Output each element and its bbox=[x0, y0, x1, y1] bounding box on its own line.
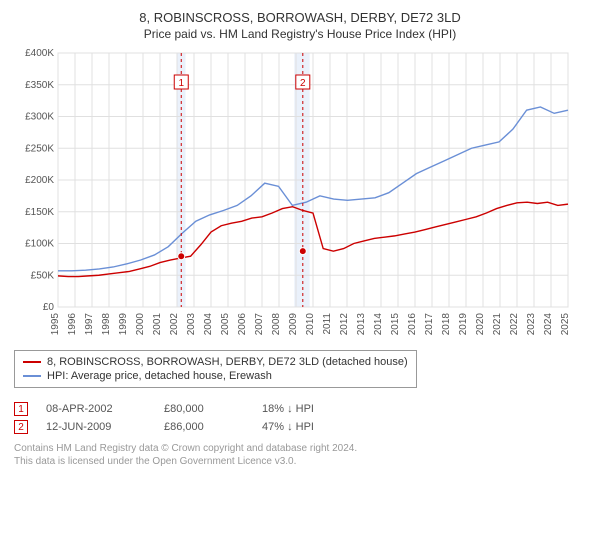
x-tick-label: 1995 bbox=[50, 313, 61, 336]
marker-label: 1 bbox=[178, 78, 184, 89]
chart-title: 8, ROBINSCROSS, BORROWASH, DERBY, DE72 3… bbox=[14, 10, 586, 25]
x-tick-label: 2000 bbox=[135, 313, 146, 336]
x-tick-label: 2021 bbox=[492, 313, 503, 336]
legend-item: 8, ROBINSCROSS, BORROWASH, DERBY, DE72 3… bbox=[23, 355, 408, 369]
chart-svg: £0 £50K £100K £150K £200K £250K £300K £350K £400… bbox=[14, 47, 574, 337]
datapoint-marker-icon: 2 bbox=[14, 420, 28, 434]
footer-attribution: Contains HM Land Registry data © Crown c… bbox=[14, 442, 586, 468]
x-tick-label: 2006 bbox=[237, 313, 248, 336]
x-tick-label: 2024 bbox=[543, 313, 554, 336]
datapoint-row: 2 12-JUN-2009 £86,000 47% ↓ HPI bbox=[14, 418, 586, 436]
x-tick-label: 2007 bbox=[254, 313, 265, 336]
x-tick-label: 2009 bbox=[288, 313, 299, 336]
x-tick-label: 2014 bbox=[373, 313, 384, 336]
x-tick-label: 2019 bbox=[458, 313, 469, 336]
x-tick-label: 2008 bbox=[271, 313, 282, 336]
x-tick-label: 2013 bbox=[356, 313, 367, 336]
x-tick-label: 2001 bbox=[152, 313, 163, 336]
x-tick-label: 2002 bbox=[169, 313, 180, 336]
x-tick-label: 1999 bbox=[118, 313, 129, 336]
datapoint-diff: 18% ↓ HPI bbox=[262, 403, 314, 415]
price-marker-icon bbox=[178, 253, 185, 260]
marker-label: 2 bbox=[300, 78, 306, 89]
x-tick-label: 1996 bbox=[67, 313, 78, 336]
x-tick-label: 2022 bbox=[509, 313, 520, 336]
legend-label: HPI: Average price, detached house, Erew… bbox=[47, 370, 272, 382]
legend: 8, ROBINSCROSS, BORROWASH, DERBY, DE72 3… bbox=[14, 350, 417, 388]
price-marker-icon bbox=[299, 248, 306, 255]
x-tick-label: 2010 bbox=[305, 313, 316, 336]
y-tick-label: £100K bbox=[25, 239, 54, 250]
footer-line: Contains HM Land Registry data © Crown c… bbox=[14, 442, 586, 455]
x-tick-label: 2023 bbox=[526, 313, 537, 336]
x-tick-label: 2017 bbox=[424, 313, 435, 336]
y-tick-label: £350K bbox=[25, 80, 54, 91]
y-tick-label: £150K bbox=[25, 207, 54, 218]
y-tick-label: £50K bbox=[31, 270, 55, 281]
x-tick-label: 2004 bbox=[203, 313, 214, 336]
datapoint-diff: 47% ↓ HPI bbox=[262, 421, 314, 433]
x-tick-label: 2015 bbox=[390, 313, 401, 336]
y-tick-label: £400K bbox=[25, 48, 54, 59]
chart: £0 £50K £100K £150K £200K £250K £300K £350K £400… bbox=[14, 47, 586, 340]
x-tick-label: 2012 bbox=[339, 313, 350, 336]
x-tick-label: 2018 bbox=[441, 313, 452, 336]
y-tick-label: £250K bbox=[25, 143, 54, 154]
x-tick-label: 2020 bbox=[475, 313, 486, 336]
y-tick-label: £200K bbox=[25, 175, 54, 186]
x-tick-label: 1998 bbox=[101, 313, 112, 336]
x-tick-label: 1997 bbox=[84, 313, 95, 336]
x-tick-label: 2011 bbox=[322, 313, 333, 335]
legend-label: 8, ROBINSCROSS, BORROWASH, DERBY, DE72 3… bbox=[47, 356, 408, 368]
datapoints-table: 1 08-APR-2002 £80,000 18% ↓ HPI 2 12-JUN-2009… bbox=[14, 400, 586, 436]
datapoint-price: £86,000 bbox=[164, 421, 244, 433]
legend-swatch-icon bbox=[23, 375, 41, 377]
y-tick-label: £0 bbox=[43, 302, 55, 313]
x-tick-label: 2005 bbox=[220, 313, 231, 336]
legend-item: HPI: Average price, detached house, Erew… bbox=[23, 369, 408, 383]
x-tick-label: 2016 bbox=[407, 313, 418, 336]
y-tick-label: £300K bbox=[25, 112, 54, 123]
datapoint-date: 08-APR-2002 bbox=[46, 403, 146, 415]
x-tick-label: 2003 bbox=[186, 313, 197, 336]
datapoint-marker-icon: 1 bbox=[14, 402, 28, 416]
datapoint-row: 1 08-APR-2002 £80,000 18% ↓ HPI bbox=[14, 400, 586, 418]
chart-subtitle: Price paid vs. HM Land Registry's House … bbox=[14, 27, 586, 41]
legend-swatch-icon bbox=[23, 361, 41, 363]
datapoint-date: 12-JUN-2009 bbox=[46, 421, 146, 433]
x-tick-label: 2025 bbox=[560, 313, 571, 336]
datapoint-price: £80,000 bbox=[164, 403, 244, 415]
footer-line: This data is licensed under the Open Gov… bbox=[14, 455, 586, 468]
